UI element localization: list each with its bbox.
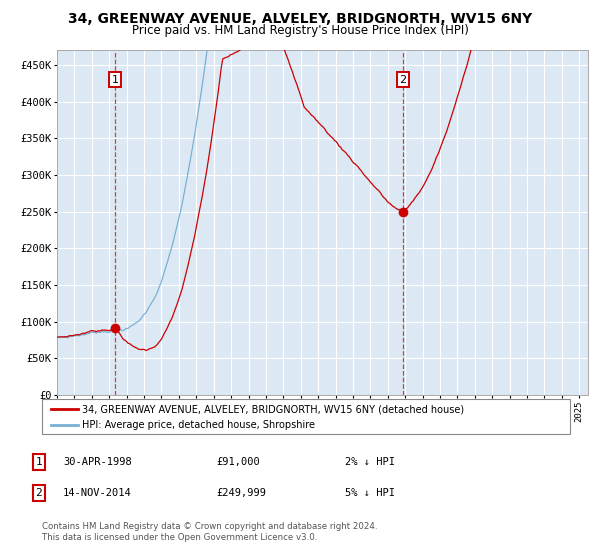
Text: £249,999: £249,999 xyxy=(216,488,266,498)
Text: Contains HM Land Registry data © Crown copyright and database right 2024.: Contains HM Land Registry data © Crown c… xyxy=(42,522,377,531)
Text: 1: 1 xyxy=(112,74,119,85)
Text: This data is licensed under the Open Government Licence v3.0.: This data is licensed under the Open Gov… xyxy=(42,533,317,542)
Text: Price paid vs. HM Land Registry's House Price Index (HPI): Price paid vs. HM Land Registry's House … xyxy=(131,24,469,36)
Text: 30-APR-1998: 30-APR-1998 xyxy=(63,457,132,467)
Text: 2% ↓ HPI: 2% ↓ HPI xyxy=(345,457,395,467)
Text: 5% ↓ HPI: 5% ↓ HPI xyxy=(345,488,395,498)
Text: 34, GREENWAY AVENUE, ALVELEY, BRIDGNORTH, WV15 6NY (detached house): 34, GREENWAY AVENUE, ALVELEY, BRIDGNORTH… xyxy=(82,404,464,414)
Text: 2: 2 xyxy=(35,488,43,498)
Text: 1: 1 xyxy=(35,457,43,467)
Text: 14-NOV-2014: 14-NOV-2014 xyxy=(63,488,132,498)
Text: 2: 2 xyxy=(400,74,407,85)
Text: 34, GREENWAY AVENUE, ALVELEY, BRIDGNORTH, WV15 6NY: 34, GREENWAY AVENUE, ALVELEY, BRIDGNORTH… xyxy=(68,12,532,26)
Text: £91,000: £91,000 xyxy=(216,457,260,467)
Text: HPI: Average price, detached house, Shropshire: HPI: Average price, detached house, Shro… xyxy=(82,421,315,430)
